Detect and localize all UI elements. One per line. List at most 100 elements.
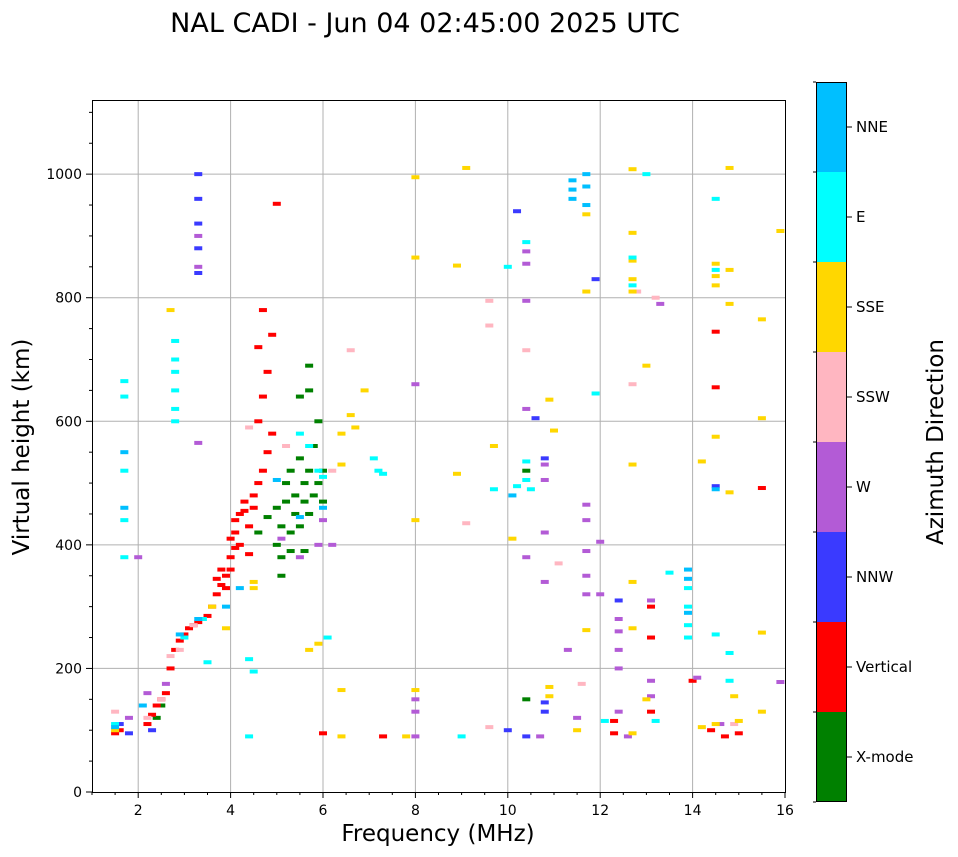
colorbar-segment (816, 532, 847, 622)
data-point-ssw (111, 709, 120, 714)
data-point-vertical (143, 722, 152, 727)
data-point-vertical (249, 505, 258, 510)
data-point-x-mode (286, 468, 295, 473)
data-point-w (194, 233, 203, 238)
data-point-vertical (757, 486, 766, 491)
data-point-nnw (194, 221, 203, 226)
data-point-ssw (143, 715, 152, 720)
data-point-nnw (711, 484, 720, 489)
data-point-e (111, 722, 120, 727)
colorbar: X-mode Vertical NNW W SSW SSE E NNE (813, 81, 913, 803)
data-point-w (411, 382, 420, 387)
data-point-sse (628, 579, 637, 584)
data-point-vertical (221, 586, 230, 591)
data-point-e (305, 444, 314, 448)
colorbar-tick-label: NNW (856, 568, 893, 586)
data-point-sse (711, 434, 720, 439)
data-point-sse (757, 317, 766, 322)
data-point-sse (582, 289, 591, 294)
x-axis: 2 4 6 8 10 12 14 16 (91, 792, 794, 819)
data-point-x-mode (300, 549, 309, 554)
data-point-e (245, 657, 254, 662)
data-point-vertical (254, 419, 263, 424)
data-point-ssw (485, 323, 494, 328)
data-point-w (194, 440, 203, 445)
data-point-vertical (272, 201, 281, 206)
y-tick-label: 600 (55, 414, 82, 430)
data-point-ssw (554, 561, 563, 566)
data-point-ssw (328, 468, 337, 473)
data-point-nnw (115, 722, 124, 727)
data-point-e (314, 468, 323, 473)
plot-frame (92, 100, 786, 793)
data-point-nnw (513, 209, 522, 214)
data-point-sse (725, 490, 734, 495)
data-point-nne (319, 505, 327, 510)
data-point-nnw (503, 728, 512, 733)
data-point-vertical (152, 703, 161, 708)
data-point-sse (208, 604, 217, 609)
data-point-w (614, 709, 623, 714)
x-tick-label: 14 (684, 803, 702, 819)
data-point-x-mode (314, 481, 323, 486)
y-axis: 0 200 400 600 800 1000 (46, 111, 92, 801)
data-point-vertical (240, 508, 249, 513)
data-point-e (489, 487, 498, 492)
data-point-x-mode (300, 481, 309, 486)
data-point-sse (411, 255, 420, 260)
data-point-e (522, 459, 531, 464)
data-point-vertical (258, 468, 267, 473)
data-point-w (582, 592, 591, 597)
data-point-nnw (614, 598, 623, 603)
colorbar-frame (816, 82, 847, 802)
data-point-sse (628, 258, 637, 263)
data-point-nne (272, 477, 281, 482)
data-point-e (323, 635, 332, 640)
data-point-e (171, 388, 180, 393)
data-point-sse (337, 431, 346, 436)
colorbar-segment (816, 442, 847, 532)
colorbar-label: Azimuth Direction (923, 339, 949, 545)
data-point-sse (166, 308, 175, 313)
y-tick-label: 800 (55, 291, 82, 307)
data-point-e (711, 632, 720, 637)
data-point-sse (628, 230, 637, 235)
data-point-sse (628, 626, 637, 631)
colorbar-segment (816, 352, 847, 442)
data-point-sse (711, 722, 720, 727)
data-point-ssw (189, 623, 198, 628)
data-point-e (522, 240, 531, 245)
data-point-w (134, 555, 143, 560)
data-point-vertical (263, 369, 272, 374)
data-point-sse (628, 289, 637, 294)
data-point-vertical (268, 332, 277, 337)
data-point-nnw (540, 700, 549, 705)
chart-title: NAL CADI - Jun 04 02:45:00 2025 UTC (170, 8, 680, 39)
colorbar-tick-label: SSE (856, 298, 885, 316)
data-point-ssw (633, 289, 642, 294)
data-point-x-mode (522, 697, 531, 702)
data-point-vertical (148, 712, 157, 717)
data-point-w (522, 249, 531, 254)
data-point-vertical (734, 731, 743, 736)
data-point-w (573, 715, 582, 720)
data-point-x-mode (305, 363, 314, 368)
data-point-x-mode (272, 542, 281, 547)
data-point-vertical (647, 604, 656, 609)
data-point-e (203, 660, 212, 665)
data-point-nne (683, 610, 692, 615)
data-point-w (411, 734, 420, 739)
data-point-x-mode (305, 511, 314, 516)
data-point-x-mode (286, 530, 295, 535)
data-point-vertical (688, 678, 697, 683)
data-point-w (522, 261, 531, 266)
data-point-x-mode (286, 549, 295, 554)
data-point-w (647, 678, 656, 683)
data-point-nne (711, 487, 720, 492)
data-point-x-mode (319, 468, 327, 473)
data-point-sse (711, 261, 720, 266)
data-point-sse (545, 397, 554, 402)
data-point-nnw (540, 456, 549, 461)
data-point-e (379, 471, 388, 476)
colorbar-tick-label: Vertical (856, 658, 912, 676)
